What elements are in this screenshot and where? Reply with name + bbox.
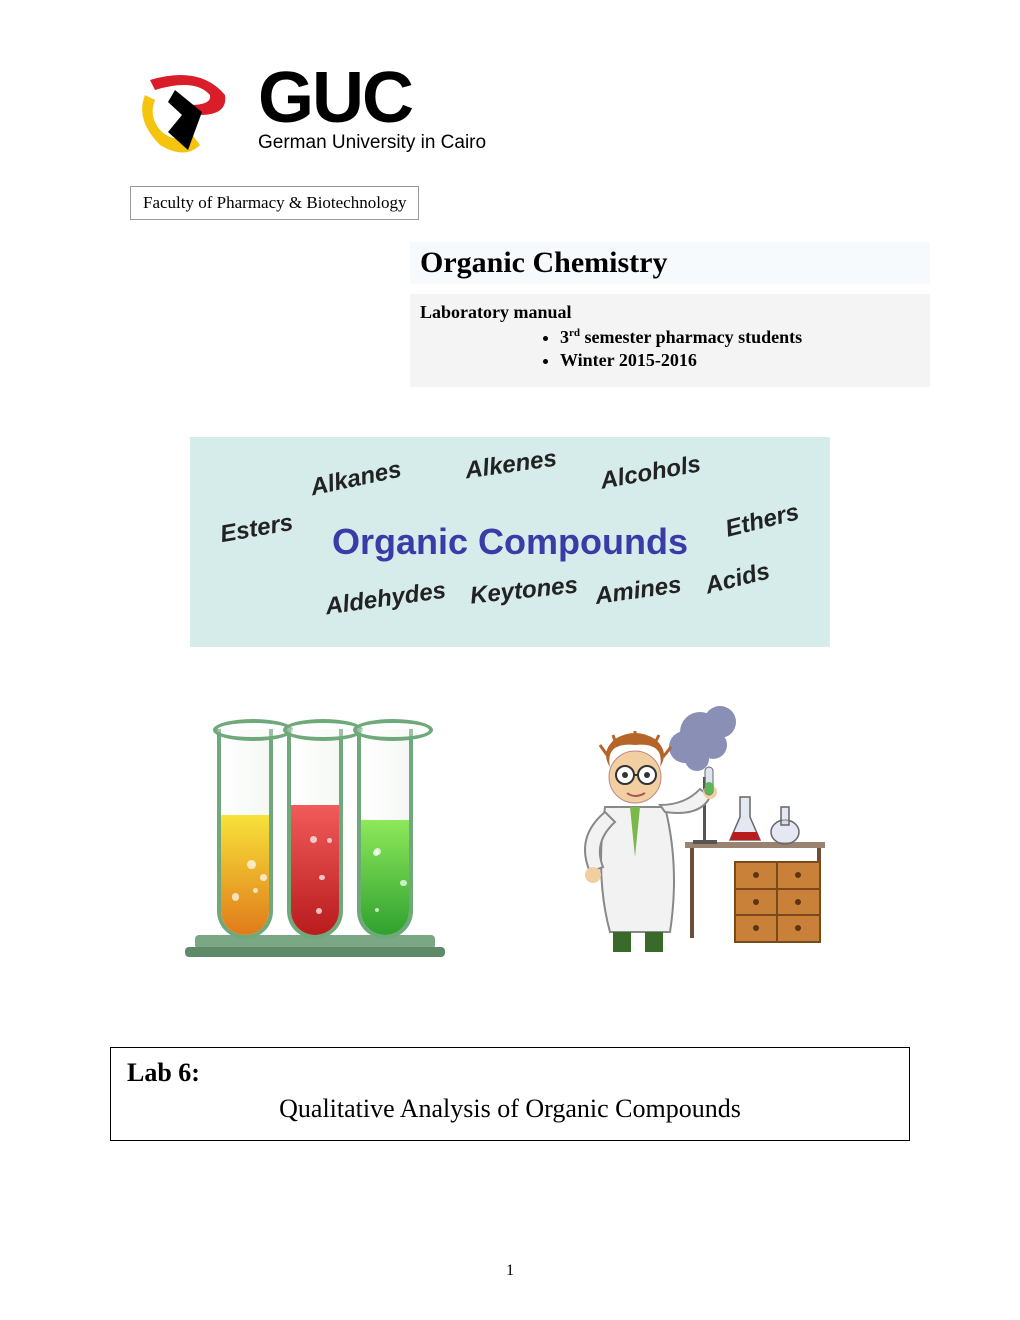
subtitle: Laboratory manual [420,302,920,323]
wordcloud-word: Alcohols [598,450,703,495]
logo-abbrev: GUC [258,66,486,131]
test-tube [357,729,413,939]
guc-logo-mark [130,60,240,160]
course-title: Organic Chemistry [410,242,930,284]
bullet1-sup: rd [569,327,580,339]
wordcloud-word: Acids [703,558,773,601]
test-tube [287,729,343,939]
bullet-semester: 3rd semester pharmacy students [560,327,920,348]
logo-fullname: German University in Cairo [258,132,486,154]
wordcloud-word: Amines [593,571,683,611]
info-bullets: 3rd semester pharmacy students Winter 20… [560,327,920,371]
wordcloud-word: Alkenes [463,445,558,486]
scientist-graphic [535,697,835,957]
wordcloud-main: Organic Compounds [332,521,688,563]
wordcloud-word: Alkanes [308,456,404,503]
faculty-box: Faculty of Pharmacy & Biotechnology [130,186,419,220]
logo-text: GUC German University in Cairo [258,66,486,155]
logo-area: GUC German University in Cairo [130,60,910,160]
lab-title: Qualitative Analysis of Organic Compound… [127,1094,893,1124]
wordcloud-graphic: Organic Compounds Alkanes Alkenes Alcohols… [190,437,830,647]
lab-box: Lab 6: Qualitative Analysis of Organic C… [110,1047,910,1141]
wordcloud-word: Ethers [723,498,802,543]
subtitle-block: Laboratory manual 3rd semester pharmacy … [410,294,930,387]
wordcloud-word: Aldehydes [324,577,448,622]
illustrations-row [140,677,880,957]
test-tubes-graphic [185,697,445,957]
bullet-term: Winter 2015-2016 [560,350,920,371]
wordcloud-word: Keytones [469,571,579,610]
lab-label: Lab 6: [127,1058,893,1088]
page-number: 1 [506,1262,514,1280]
title-block: Organic Chemistry Laboratory manual 3rd … [410,242,930,387]
bullet1-num: 3 [560,327,569,347]
bullet1-rest: semester pharmacy students [580,327,802,347]
wordcloud-word: Esters [218,509,295,549]
test-tube [217,729,273,939]
